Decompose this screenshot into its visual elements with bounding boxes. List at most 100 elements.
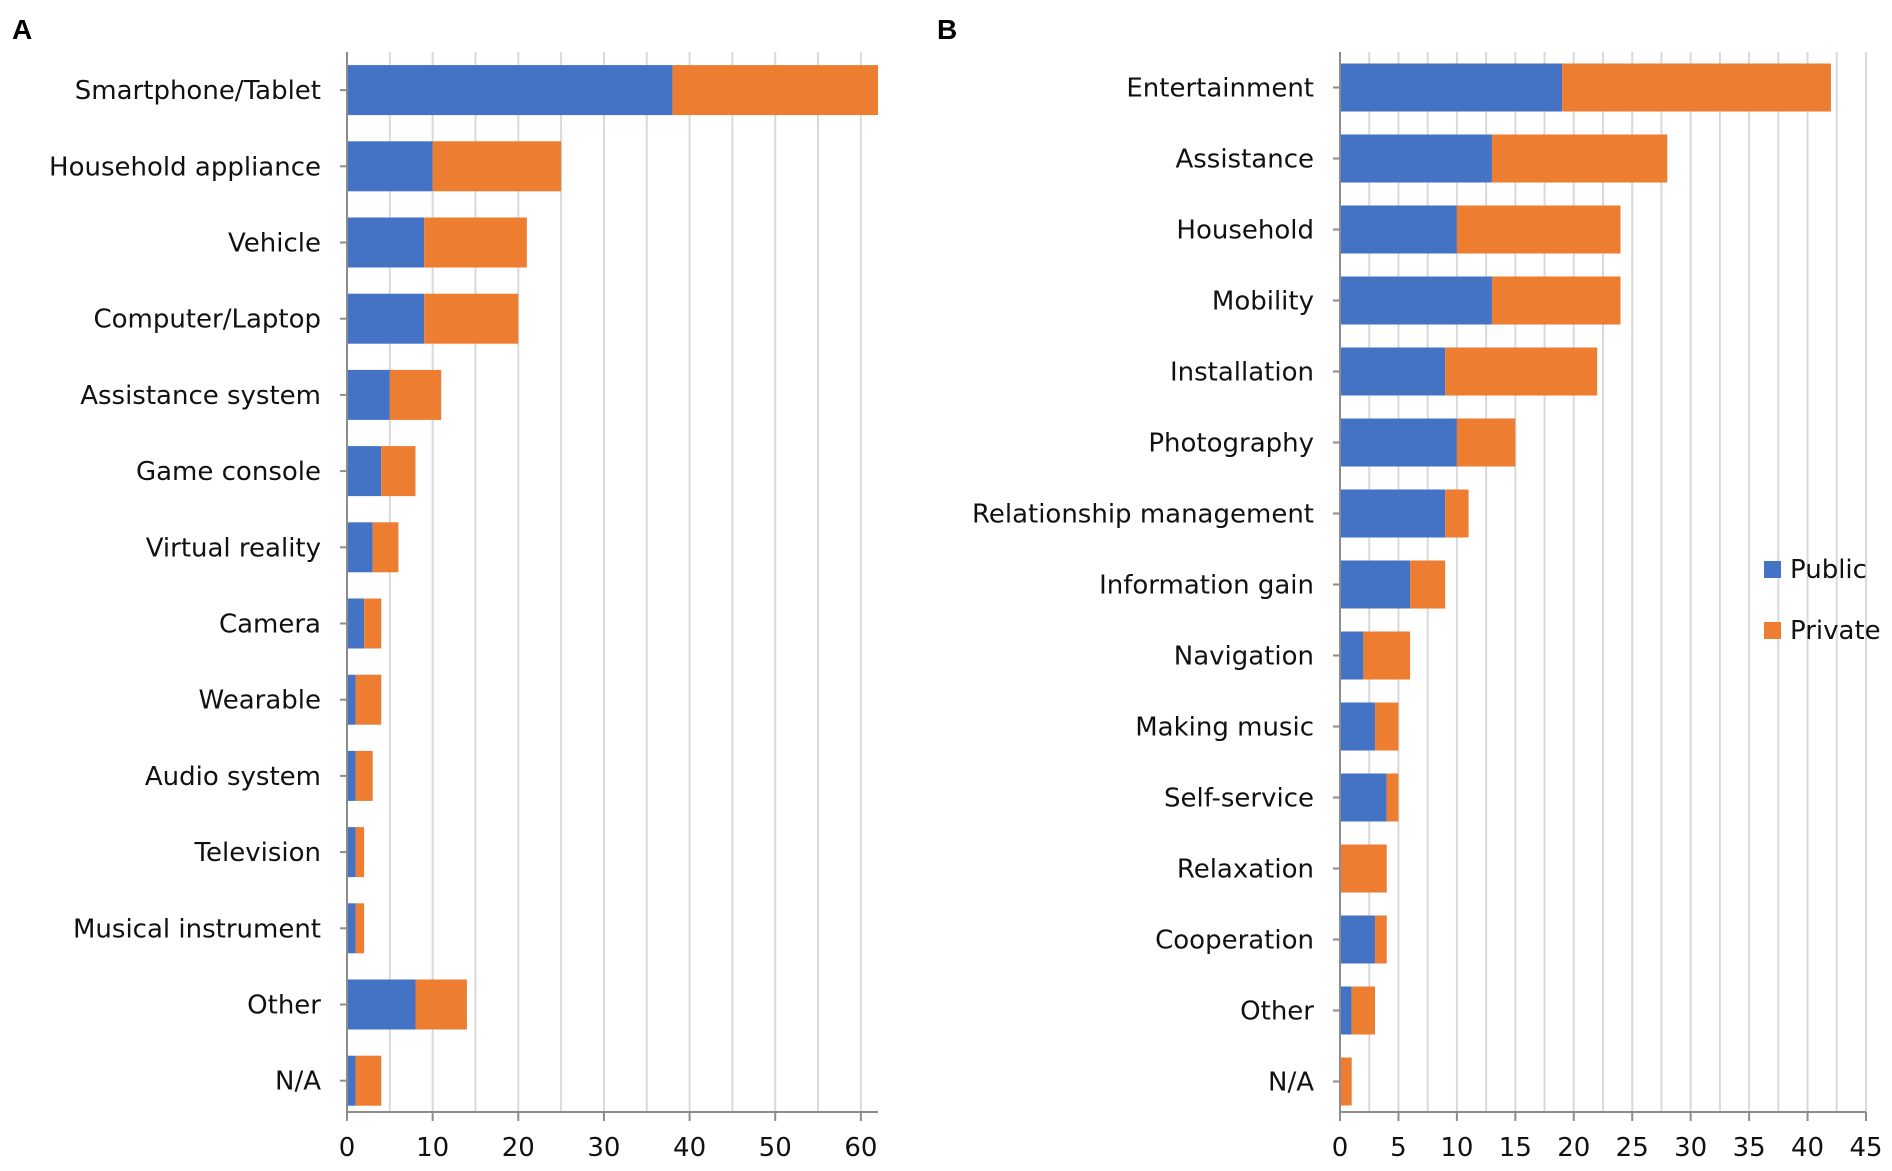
category-label-cooperation: Cooperation [1155,926,1314,956]
category-label-game-console: Game console [136,457,321,487]
bar-public-installation [1340,347,1446,396]
bar-private-navigation [1363,631,1411,680]
bar-public-entertainment [1340,63,1563,112]
bar-private-smartphone-tablet [672,65,878,116]
x-tick-label-5: 5 [1390,1133,1407,1163]
bar-private-installation [1445,347,1598,396]
category-label-making-music: Making music [1135,713,1314,743]
chart-b-purposes: Entertainment Assistance Household Mobility… [972,52,1883,1163]
bar-public-wearable [347,674,356,725]
category-label-relaxation: Relaxation [1177,855,1314,885]
bar-private-information-gain [1410,560,1446,609]
bar-public-making-music [1340,702,1376,751]
bar-private-household-appliance [432,141,562,192]
x-tick-label-60: 60 [844,1133,877,1163]
bar-private-household [1456,205,1621,254]
bar-public-television [347,827,356,878]
bar-private-n-a [1340,1057,1352,1106]
chart-a-devices: Smartphone/Tablet Household appliance Vehi… [49,52,878,1163]
x-tick-label-10: 10 [416,1133,449,1163]
bar-private-relationship-management [1445,489,1469,538]
category-label-virtual-reality: Virtual reality [146,533,321,563]
bar-private-other [1351,986,1376,1035]
bar-public-audio-system [347,750,356,801]
bar-private-wearable [355,674,382,725]
category-label-entertainment: Entertainment [1126,74,1314,104]
bar-private-audio-system [355,750,373,801]
x-tick-label-30: 30 [587,1133,620,1163]
bar-private-entertainment [1562,63,1831,112]
legend: Public Private [1764,555,1881,646]
bar-public-household [1340,205,1457,254]
bar-public-vehicle [347,217,425,268]
bar-private-relaxation [1340,844,1387,893]
bar-private-assistance-system [389,369,442,420]
category-label-other: Other [1240,997,1314,1027]
category-label-audio-system: Audio system [145,762,321,792]
x-tick-label-0: 0 [1332,1133,1349,1163]
bar-public-game-console [347,446,382,497]
bar-public-household-appliance [347,141,433,192]
bar-public-information-gain [1340,560,1411,609]
x-tick-label-40: 40 [1791,1133,1824,1163]
bar-private-n-a [355,1055,382,1106]
category-label-wearable: Wearable [199,686,321,716]
category-label-photography: Photography [1148,429,1314,459]
panel-b-letter: B [937,14,957,45]
x-tick-label-0: 0 [339,1133,356,1163]
legend-label-public: Public [1790,555,1867,585]
category-label-other: Other [247,991,321,1021]
bar-private-cooperation [1375,915,1387,964]
category-label-relationship-management: Relationship management [972,500,1314,530]
bar-public-musical-instrument [347,903,356,954]
x-tick-label-45: 45 [1849,1133,1882,1163]
bar-private-assistance [1491,134,1668,183]
category-label-camera: Camera [219,610,321,640]
bar-private-computer-laptop [424,293,519,344]
x-tick-label-20: 20 [1557,1133,1590,1163]
category-label-household: Household [1176,216,1314,246]
bar-private-mobility [1491,276,1621,325]
x-tick-label-40: 40 [673,1133,706,1163]
category-label-navigation: Navigation [1174,642,1314,672]
bar-public-cooperation [1340,915,1376,964]
bar-public-assistance-system [347,369,390,420]
bar-public-relationship-management [1340,489,1446,538]
bar-public-photography [1340,418,1457,467]
bar-public-virtual-reality [347,522,373,573]
bar-public-camera [347,598,365,649]
category-label-assistance: Assistance [1175,145,1314,175]
bar-private-photography [1456,418,1516,467]
x-tick-label-20: 20 [502,1133,535,1163]
bar-private-musical-instrument [355,903,365,954]
bar-public-smartphone-tablet [347,65,673,116]
bar-private-making-music [1375,702,1399,751]
bar-private-self-service [1386,773,1399,822]
bar-private-camera [364,598,382,649]
category-label-household-appliance: Household appliance [49,152,321,182]
bar-public-n-a [347,1055,356,1106]
category-label-information-gain: Information gain [1099,571,1314,601]
legend-label-private: Private [1790,616,1881,646]
category-label-assistance-system: Assistance system [80,381,321,411]
panel-a-letter: A [12,14,32,45]
x-tick-label-10: 10 [1440,1133,1473,1163]
category-label-n-a: N/A [275,1067,321,1097]
bar-public-other [347,979,416,1030]
x-tick-label-25: 25 [1616,1133,1649,1163]
bar-private-vehicle [424,217,527,268]
bar-public-self-service [1340,773,1387,822]
bar-public-assistance [1340,134,1492,183]
category-label-television: Television [194,838,321,868]
category-label-mobility: Mobility [1212,287,1314,317]
bar-private-game-console [381,446,416,497]
category-label-smartphone-tablet: Smartphone/Tablet [75,76,321,106]
category-label-n-a: N/A [1268,1068,1314,1098]
x-tick-label-50: 50 [759,1133,792,1163]
bar-public-navigation [1340,631,1364,680]
category-label-musical-instrument: Musical instrument [73,914,321,944]
bar-private-other [415,979,467,1030]
bar-private-television [355,827,365,878]
category-label-computer-laptop: Computer/Laptop [93,305,321,335]
